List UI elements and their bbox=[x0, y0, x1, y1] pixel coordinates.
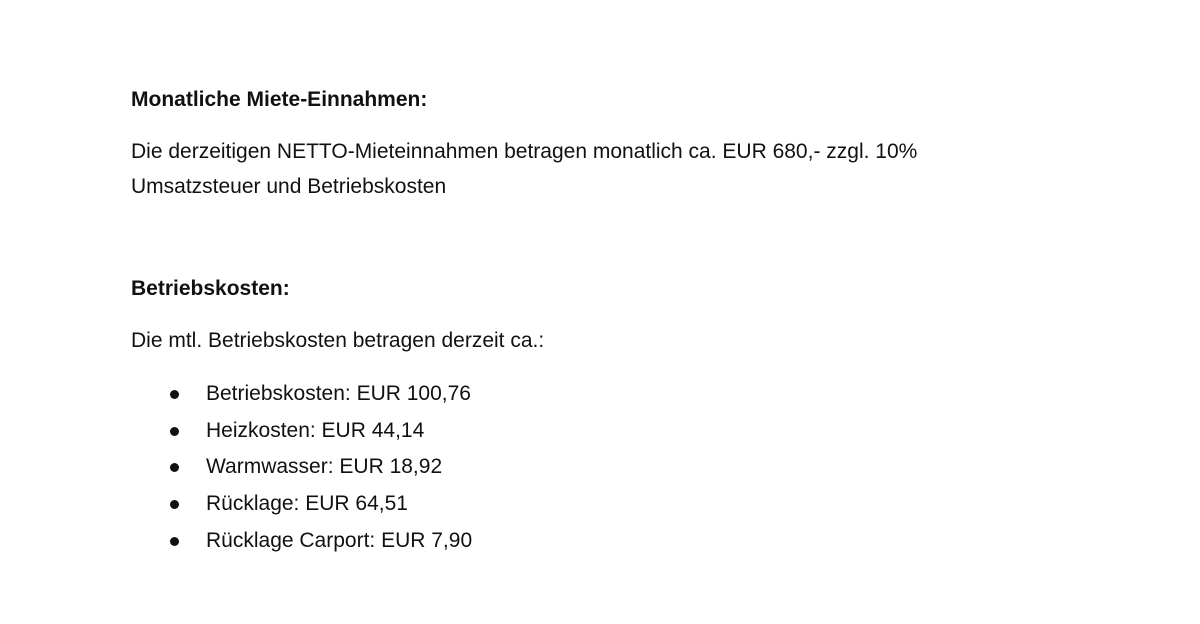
bullet-icon bbox=[170, 500, 179, 509]
heading-operating-costs: Betriebskosten: bbox=[131, 277, 290, 300]
paragraph-line: Die derzeitigen NETTO-Mieteinnahmen betr… bbox=[131, 140, 918, 163]
list-item: Heizkosten: EUR 44,14 bbox=[206, 419, 425, 442]
list-item: Betriebskosten: EUR 100,76 bbox=[206, 382, 471, 405]
list-item: Warmwasser: EUR 18,92 bbox=[206, 455, 443, 478]
list-item: Rücklage Carport: EUR 7,90 bbox=[206, 529, 473, 552]
bullet-icon bbox=[170, 390, 179, 399]
list-item: Rücklage: EUR 64,51 bbox=[206, 492, 408, 515]
operating-costs-intro: Die mtl. Betriebskosten betragen derzeit… bbox=[131, 329, 545, 352]
heading-monthly-rent: Monatliche Miete-Einnahmen: bbox=[131, 88, 428, 111]
bullet-icon bbox=[170, 463, 179, 472]
bullet-icon bbox=[170, 537, 179, 546]
paragraph-line: Umsatzsteuer und Betriebskosten bbox=[131, 175, 447, 198]
bullet-icon bbox=[170, 427, 179, 436]
